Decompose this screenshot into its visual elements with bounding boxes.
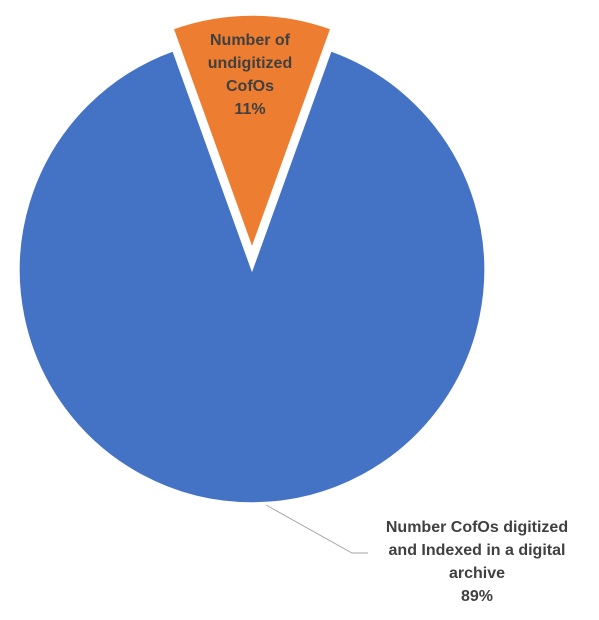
pie-slice-digitized	[18, 49, 486, 504]
leader-line-digitized	[265, 504, 368, 554]
slice-label-digitized-line-2: and Indexed in a digital	[388, 542, 566, 559]
slice-label-digitized-line-1: Number CofOs digitized	[385, 519, 569, 536]
slice-label-digitized: Number CofOs digitized and Indexed in a …	[362, 516, 592, 608]
slice-label-undigitized-line-1: Number of	[210, 32, 290, 49]
pie-slice-undigitized	[172, 14, 332, 251]
slice-label-digitized-line-3: archive	[448, 565, 506, 582]
slice-label-digitized-percent: 89%	[460, 588, 494, 605]
slice-label-undigitized-line-2: undigitized	[207, 55, 293, 72]
slice-label-undigitized-percent: 11%	[234, 101, 266, 118]
slice-label-undigitized-line-3: CofOs	[226, 78, 274, 95]
slice-label-undigitized: Number of undigitized CofOs 11%	[175, 29, 325, 121]
